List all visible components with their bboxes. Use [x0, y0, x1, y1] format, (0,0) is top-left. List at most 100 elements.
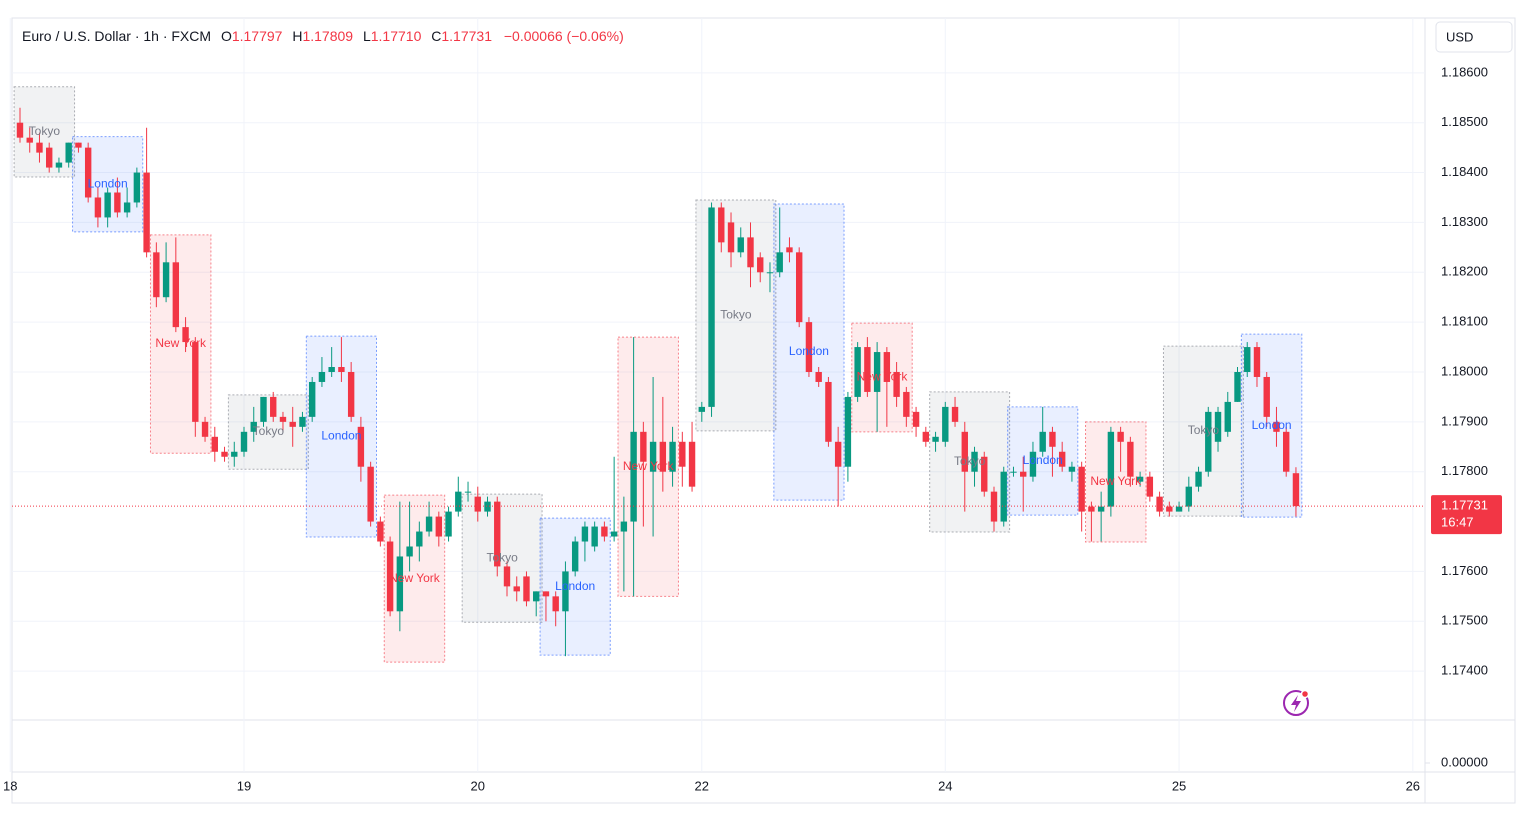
candle-body	[649, 441, 657, 472]
currency-button[interactable]: USD	[1435, 21, 1513, 53]
candle-body	[688, 441, 696, 487]
session-label: Tokyo	[29, 124, 61, 138]
candle	[1156, 491, 1163, 517]
candle	[795, 247, 803, 328]
candle	[552, 591, 559, 627]
candle-body	[123, 202, 131, 213]
candle	[172, 237, 180, 333]
legend-change: −0.00066 (−0.06%)	[504, 28, 624, 44]
legend-key: H	[292, 28, 302, 44]
candle-body	[416, 531, 423, 547]
candle	[114, 177, 121, 218]
candle	[1146, 471, 1154, 502]
candle	[104, 187, 111, 228]
candle-body	[1185, 486, 1193, 507]
candle	[153, 242, 160, 308]
axes: 1.18600 1.18500 1.18400 1.18300 1.18200 1.181…	[3, 64, 1502, 793]
candle	[1283, 426, 1290, 477]
candle-body	[747, 237, 754, 268]
candle-body	[620, 521, 628, 532]
candle-body	[581, 526, 589, 542]
candle	[250, 406, 257, 442]
candle-body	[601, 526, 608, 537]
replay-icon-dot[interactable]	[1300, 689, 1310, 699]
candle	[679, 431, 686, 487]
candle	[494, 496, 501, 577]
x-tick-label: 22	[695, 778, 709, 793]
candle	[601, 521, 608, 542]
candle-body	[289, 421, 296, 427]
candle	[513, 576, 520, 602]
candle-body	[864, 347, 871, 392]
lower-pane-tick-label: 0.00000	[1441, 754, 1488, 769]
session-label: New York	[389, 571, 441, 585]
candle-body	[1088, 506, 1095, 512]
x-tick-label: 18	[3, 778, 17, 793]
candle	[893, 362, 900, 407]
candle	[912, 406, 920, 437]
legend-key: O	[221, 28, 232, 44]
candle-body	[114, 192, 121, 213]
candle	[260, 396, 267, 427]
candle	[1224, 391, 1231, 437]
candle	[270, 391, 277, 422]
replay-icon[interactable]	[1283, 689, 1310, 716]
candle-body	[425, 516, 433, 532]
candle-body	[1107, 431, 1115, 507]
candle-body	[854, 347, 861, 397]
candle-body	[75, 142, 82, 148]
candle-body	[367, 466, 374, 522]
candle	[1292, 467, 1300, 517]
candle-body	[279, 416, 287, 422]
candle	[698, 401, 705, 422]
candle	[640, 421, 647, 527]
currency-label[interactable]: USD	[1446, 29, 1473, 44]
candle-body	[659, 441, 667, 472]
candle-body	[1000, 471, 1007, 522]
y-tick-label: 1.18100	[1441, 314, 1488, 329]
candle	[883, 347, 891, 427]
legend-key: C	[431, 28, 441, 44]
candle-body	[435, 516, 443, 537]
candle	[1273, 406, 1280, 447]
candle-body	[805, 322, 813, 372]
candle-body	[192, 342, 199, 422]
candle-body	[143, 172, 150, 253]
candle	[221, 446, 228, 462]
candle	[961, 421, 968, 512]
candle	[805, 317, 813, 377]
candle-body	[961, 431, 968, 472]
replay-icon-bolt[interactable]	[1291, 695, 1301, 712]
candle	[377, 516, 384, 547]
candle-body	[1127, 441, 1134, 477]
candle-body	[591, 526, 598, 547]
candle-body	[893, 371, 900, 397]
y-tick-label: 1.17500	[1441, 613, 1488, 628]
candle-body	[328, 367, 335, 372]
candle-body	[873, 352, 881, 392]
candle	[123, 187, 131, 218]
candle-body	[1283, 431, 1290, 472]
candle	[825, 376, 832, 447]
candle-body	[231, 451, 238, 457]
candle-body	[494, 501, 501, 567]
candle	[1136, 471, 1144, 487]
candle	[620, 496, 628, 592]
last-price-label: 1.17731	[1441, 498, 1488, 513]
currency-button-box[interactable]	[1435, 21, 1513, 53]
candle-body	[1058, 451, 1066, 467]
candle-body	[718, 207, 725, 243]
chart-title: Euro / U.S. Dollar · 1h · FXCM	[22, 28, 211, 44]
candle	[815, 367, 822, 387]
candle	[932, 431, 939, 452]
legend-value: 1.17797	[232, 28, 283, 44]
candle	[718, 202, 725, 253]
candle-body	[357, 426, 365, 467]
candle	[571, 536, 579, 577]
candle	[854, 342, 861, 402]
candle-body	[1292, 473, 1300, 507]
candle	[1088, 501, 1095, 542]
last-price-tag	[1431, 495, 1502, 535]
replay-icon-ring[interactable]	[1283, 690, 1309, 716]
